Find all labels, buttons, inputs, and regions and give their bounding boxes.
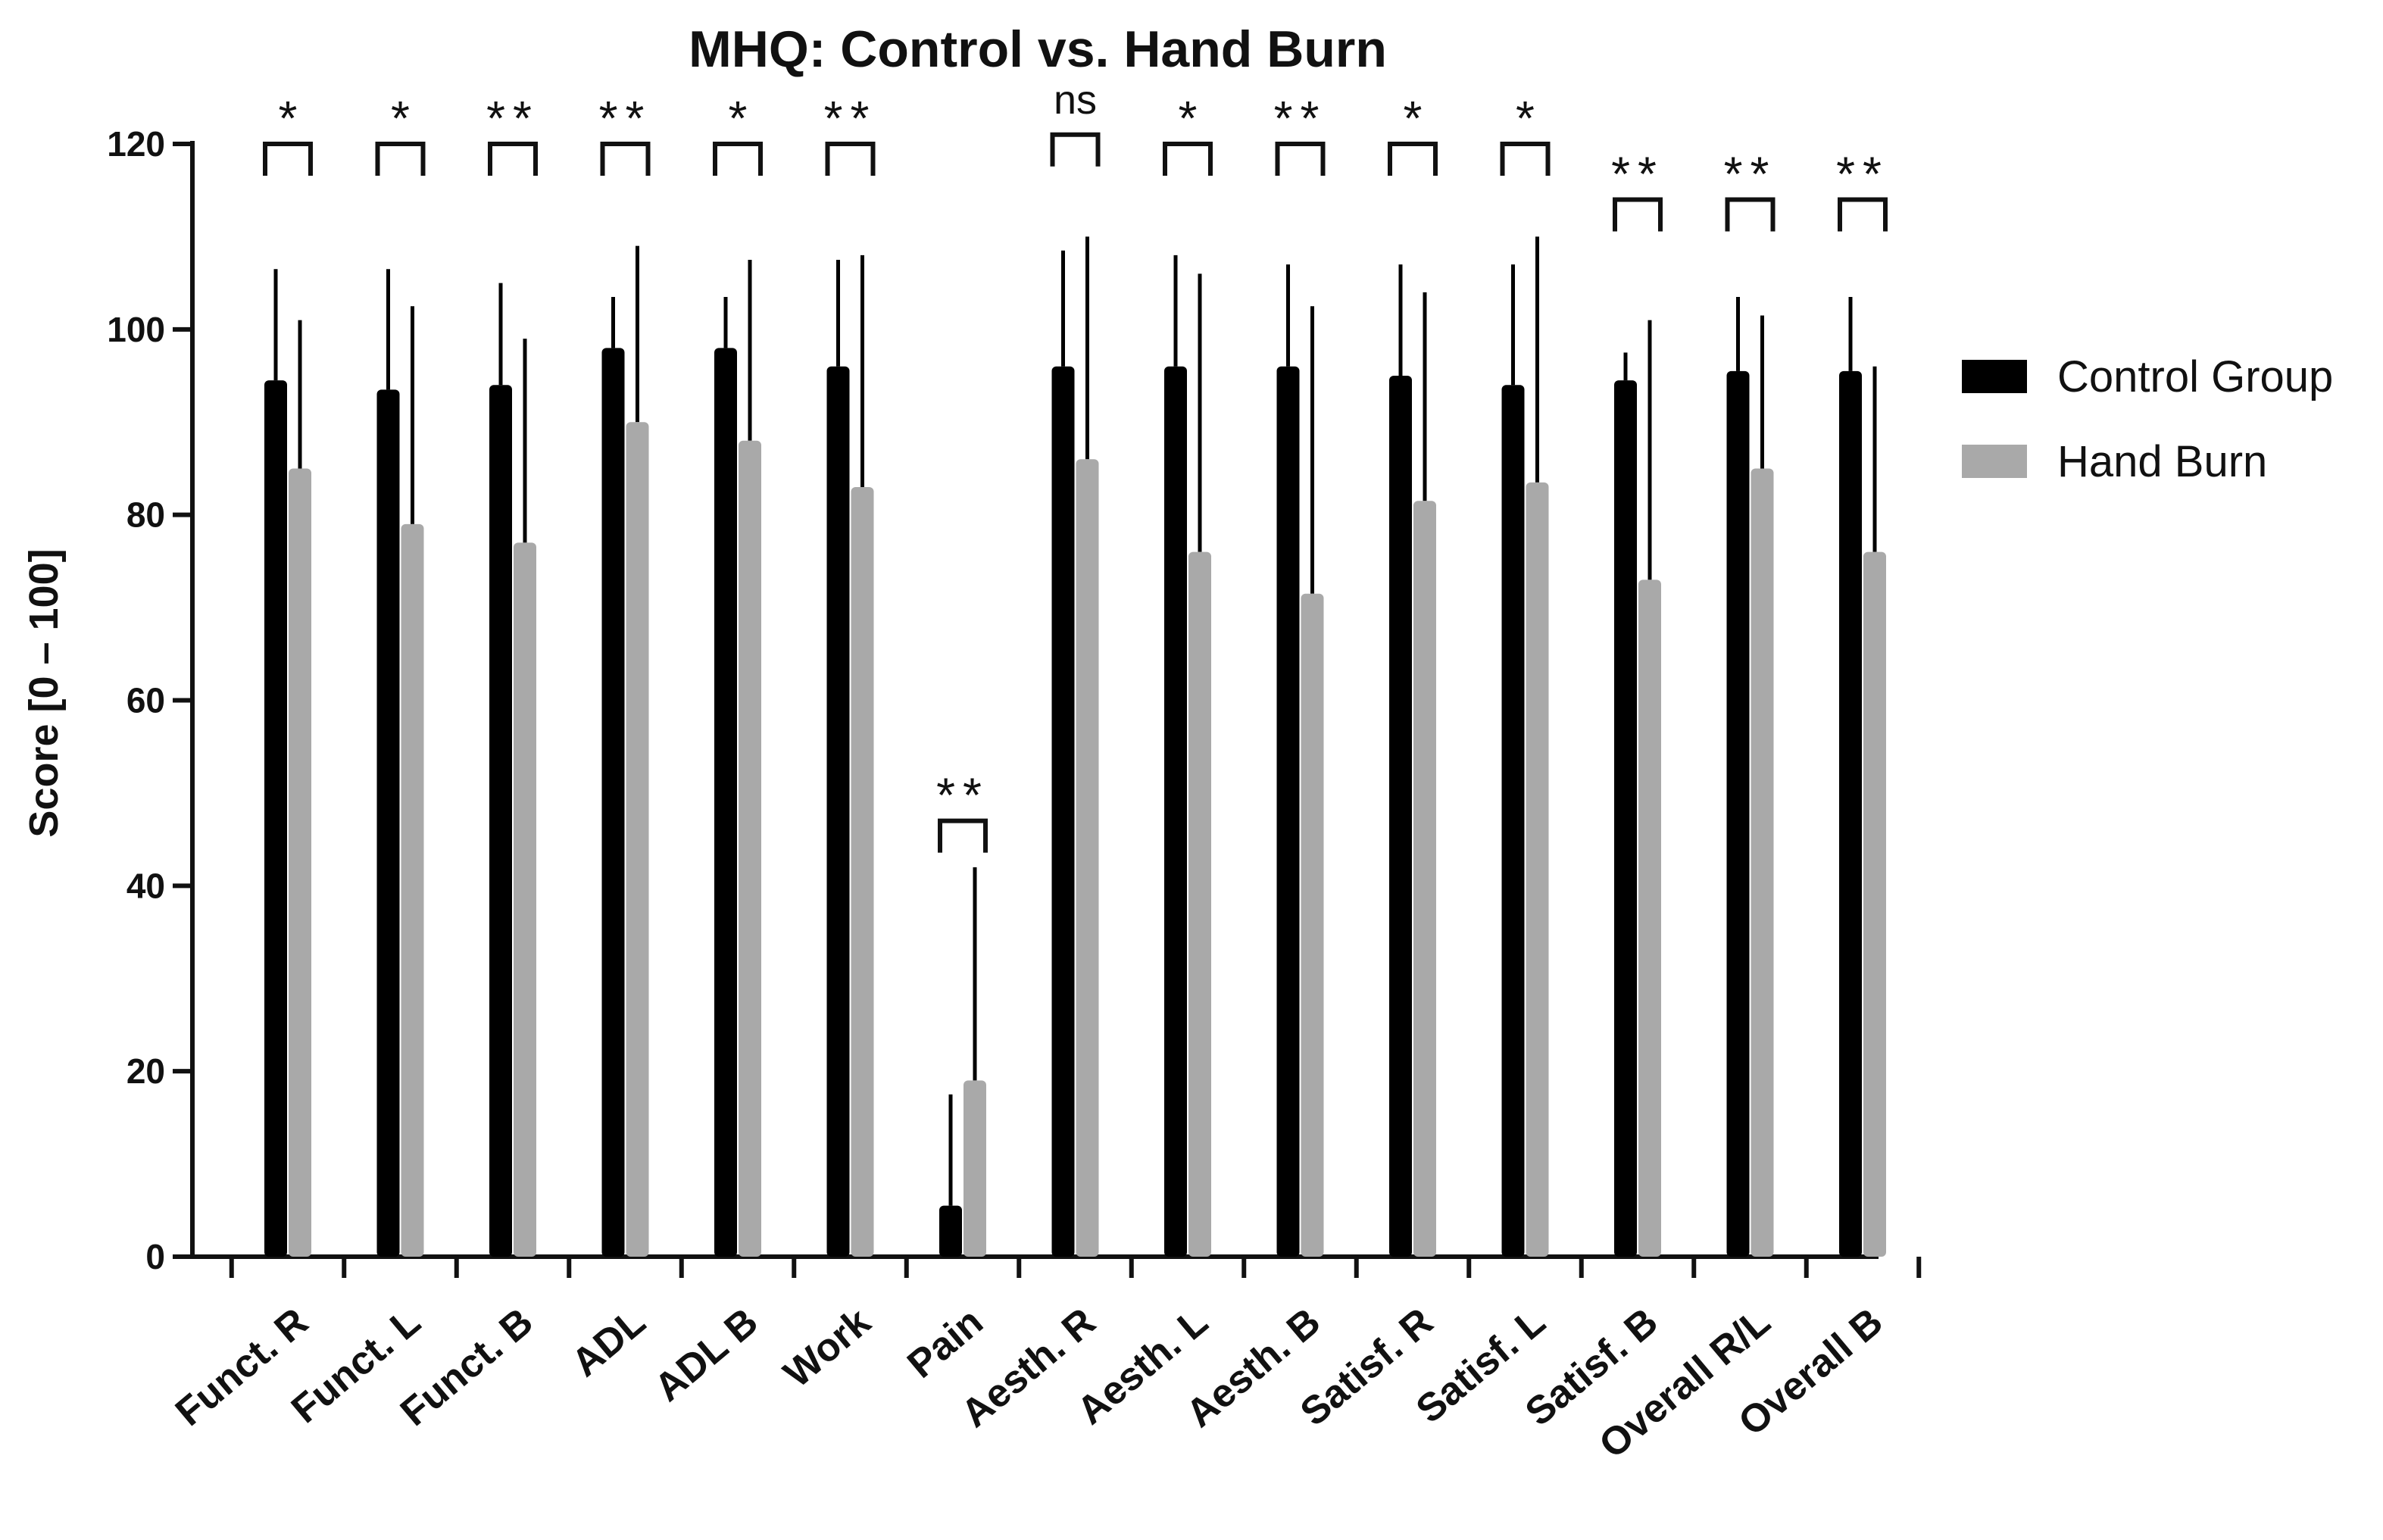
y-axis-label: Score [0 – 100] xyxy=(21,548,67,837)
legend-swatch-control-group xyxy=(1962,360,2027,393)
bar-hand-burn xyxy=(289,468,311,1257)
legend-swatch-hand-burn xyxy=(1962,445,2027,478)
significance-bracket xyxy=(1275,142,1326,176)
significance-label: * xyxy=(729,91,748,145)
significance-bracket xyxy=(488,142,538,176)
significance-label: ** xyxy=(1724,146,1777,201)
bar-hand-burn xyxy=(1301,593,1324,1257)
significance-label: ns xyxy=(1054,77,1097,123)
significance-bracket xyxy=(1388,142,1438,176)
bar-control-group xyxy=(1726,370,1750,1257)
significance-label: ** xyxy=(824,91,877,145)
bar-control-group xyxy=(376,389,400,1257)
bar-control-group xyxy=(601,348,625,1257)
legend: Control Group Hand Burn xyxy=(1962,352,2333,486)
bar-hand-burn xyxy=(514,542,536,1257)
significance-label: ** xyxy=(1611,146,1664,201)
bar-control-group xyxy=(1051,366,1075,1257)
bar-control-group xyxy=(1501,385,1525,1257)
bar-hand-burn xyxy=(1863,551,1886,1257)
bar-hand-burn xyxy=(1413,501,1436,1257)
significance-bracket xyxy=(1050,132,1101,167)
significance-bracket xyxy=(600,142,651,176)
x-tick-label: ADL xyxy=(564,1300,654,1385)
significance-label: ** xyxy=(599,91,652,145)
bar-hand-burn xyxy=(626,422,649,1257)
significance-label: * xyxy=(1516,91,1535,145)
significance-bracket xyxy=(263,142,313,176)
bar-hand-burn xyxy=(1751,468,1774,1257)
bar-control-group xyxy=(264,380,287,1257)
significance-bracket xyxy=(1838,197,1888,232)
significance-label: ** xyxy=(486,91,539,145)
x-tick-label: ADL B xyxy=(646,1300,766,1410)
significance-bracket xyxy=(1163,142,1213,176)
bar-hand-burn xyxy=(1076,459,1099,1257)
bar-control-group xyxy=(1839,370,1862,1257)
legend-label-hand-burn: Hand Burn xyxy=(2057,437,2267,486)
y-tick-label: 120 xyxy=(107,124,165,164)
significance-bracket xyxy=(375,142,426,176)
x-tick-label: Funct. R xyxy=(167,1300,317,1435)
bar-control-group xyxy=(939,1205,962,1257)
y-tick-label: 100 xyxy=(107,310,165,349)
bar-control-group xyxy=(1614,380,1637,1257)
x-tick-label: Work xyxy=(776,1300,879,1396)
bar-control-group xyxy=(714,348,737,1257)
legend-label-control-group: Control Group xyxy=(2057,352,2333,401)
significance-bracket xyxy=(1500,142,1551,176)
y-tick-label: 20 xyxy=(126,1051,165,1091)
x-tick-label: Pain xyxy=(899,1300,991,1387)
significance-bracket xyxy=(938,818,988,853)
significance-label: * xyxy=(1404,91,1423,145)
bar-control-group xyxy=(1164,366,1187,1257)
significance-label: * xyxy=(1179,91,1198,145)
significance-label: ** xyxy=(1274,91,1327,145)
significance-label: * xyxy=(391,91,410,145)
y-tick-label: 60 xyxy=(126,681,165,720)
bar-control-group xyxy=(1389,376,1412,1257)
significance-label: ** xyxy=(1836,146,1889,201)
significance-label: * xyxy=(279,91,298,145)
significance-label: ** xyxy=(936,768,989,823)
bar-hand-burn xyxy=(401,523,424,1257)
bar-hand-burn xyxy=(1526,482,1549,1257)
bar-hand-burn xyxy=(739,440,761,1257)
bar-hand-burn xyxy=(851,486,874,1257)
bar-control-group xyxy=(826,366,850,1257)
bar-control-group xyxy=(1276,366,1300,1257)
chart-title: MHQ: Control vs. Hand Burn xyxy=(689,20,1387,78)
significance-bracket xyxy=(1725,197,1776,232)
y-tick-label: 0 xyxy=(145,1237,165,1276)
bar-hand-burn xyxy=(1188,551,1211,1257)
y-tick-label: 40 xyxy=(126,866,165,905)
significance-bracket xyxy=(825,142,876,176)
significance-bracket xyxy=(713,142,763,176)
bar-control-group xyxy=(489,385,512,1257)
significance-bracket xyxy=(1613,197,1663,232)
bar-hand-burn xyxy=(964,1080,986,1257)
y-tick-label: 80 xyxy=(126,495,165,535)
bar-hand-burn xyxy=(1638,579,1661,1257)
